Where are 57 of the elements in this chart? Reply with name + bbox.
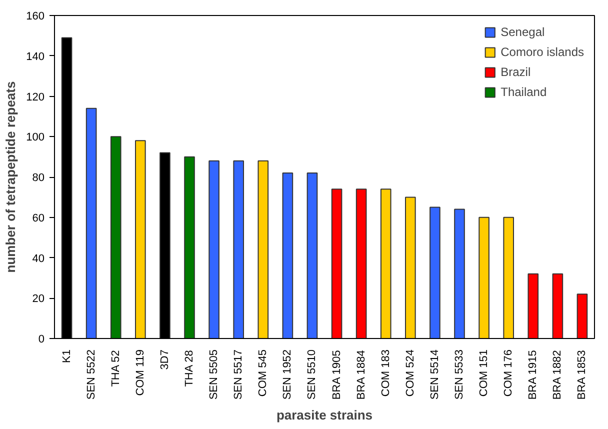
x-tick-label: BRA 1905: [330, 350, 343, 400]
y-tick-label: 160: [26, 10, 45, 22]
x-tick-label: BRA 1882: [552, 350, 564, 400]
bar: [86, 108, 97, 338]
legend-label: Brazil: [500, 65, 531, 79]
bar: [258, 160, 269, 338]
x-tick-label: THA 28: [184, 350, 196, 387]
bar: [528, 273, 539, 338]
x-tick-label: BRA 1853: [576, 350, 588, 400]
x-tick-label: 3D7: [158, 349, 171, 370]
bar: [282, 172, 294, 338]
bar: [306, 172, 318, 338]
x-tick-label: COM 524: [404, 349, 416, 397]
x-tick-label: K1: [60, 349, 73, 363]
x-tick-label: COM 151: [478, 349, 490, 397]
y-tick-label: 0: [38, 334, 45, 346]
y-tick-label: 100: [26, 132, 45, 144]
x-tick-label: COM 545: [257, 349, 270, 397]
bar: [552, 273, 564, 338]
x-tick-label: COM 176: [502, 349, 515, 397]
bar: [233, 160, 244, 338]
y-tick-label: 140: [26, 50, 45, 63]
x-axis-title: parasite strains: [276, 408, 373, 423]
bar: [380, 188, 392, 338]
x-tick-label: SEN 5505: [208, 349, 220, 400]
x-tick-label: SEN 5522: [85, 349, 98, 400]
bar: [135, 140, 146, 338]
y-tick-label: 20: [32, 293, 45, 306]
x-tick-label: BRA 1915: [527, 350, 540, 400]
bar: [356, 188, 367, 338]
y-tick-label: 40: [32, 252, 45, 265]
y-tick-label: 60: [32, 212, 45, 224]
bar: [454, 208, 465, 338]
x-tick-label: BRA 1884: [355, 350, 368, 400]
legend-label: Senegal: [500, 25, 545, 39]
bar: [576, 294, 588, 338]
x-tick-label: SEN 5514: [428, 349, 441, 400]
bar: [430, 206, 440, 338]
bar: [478, 216, 490, 338]
legend-label: Comoro islands: [500, 45, 584, 59]
bar: [208, 160, 220, 338]
x-tick-label: THA 52: [110, 350, 122, 387]
x-tick-label: COM 183: [380, 349, 392, 397]
x-tick-label: SEN 5517: [232, 349, 245, 400]
x-tick-label: COM 119: [134, 349, 146, 396]
legend-label: Thailand: [500, 85, 547, 99]
bar: [184, 156, 195, 338]
y-tick-label: 120: [26, 91, 45, 104]
bar: [503, 216, 514, 338]
x-tick-label: SEN 5510: [306, 349, 318, 400]
x-tick-label: SEN 5533: [454, 349, 466, 400]
bar: [405, 196, 416, 338]
bar: [110, 136, 122, 338]
x-tick-label: SEN 1952: [282, 349, 294, 400]
y-tick-label: 80: [32, 172, 45, 184]
y-axis-title: number of tetrapeptide repeats: [3, 81, 18, 273]
bar: [331, 188, 342, 338]
